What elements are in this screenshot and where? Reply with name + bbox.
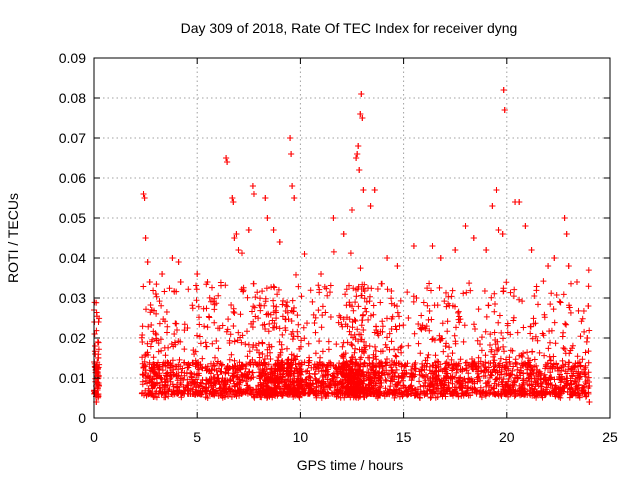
y-tick-label: 0.08 bbox=[59, 90, 86, 106]
y-tick-label: 0 bbox=[78, 410, 86, 426]
y-tick-label: 0.06 bbox=[59, 170, 86, 186]
x-tick-label: 5 bbox=[193, 429, 201, 445]
y-tick-label: 0.01 bbox=[59, 370, 86, 386]
x-tick-label: 25 bbox=[602, 429, 618, 445]
x-tick-label: 20 bbox=[499, 429, 515, 445]
y-tick-label: 0.07 bbox=[59, 130, 86, 146]
axis-ticks bbox=[93, 57, 611, 419]
plot-frame bbox=[93, 57, 611, 419]
x-tick-label: 15 bbox=[396, 429, 412, 445]
y-axis-label: ROTI / TECUs bbox=[5, 193, 21, 283]
x-tick-labels: 0 5 10 15 20 25 bbox=[90, 429, 618, 445]
y-tick-label: 0.09 bbox=[59, 50, 86, 66]
data-points bbox=[91, 87, 593, 405]
chart-title: Day 309 of 2018, Rate Of TEC Index for r… bbox=[181, 20, 518, 36]
x-tick-label: 10 bbox=[293, 429, 309, 445]
y-tick-labels: 0 0.01 0.02 0.03 0.04 0.05 0.06 0.07 0.08 0.09 bbox=[59, 50, 86, 426]
y-tick-label: 0.02 bbox=[59, 330, 86, 346]
y-tick-label: 0.03 bbox=[59, 290, 86, 306]
x-axis-label: GPS time / hours bbox=[297, 457, 404, 473]
x-tick-label: 0 bbox=[90, 429, 98, 445]
y-tick-label: 0.04 bbox=[59, 250, 86, 266]
y-tick-label: 0.05 bbox=[59, 210, 86, 226]
